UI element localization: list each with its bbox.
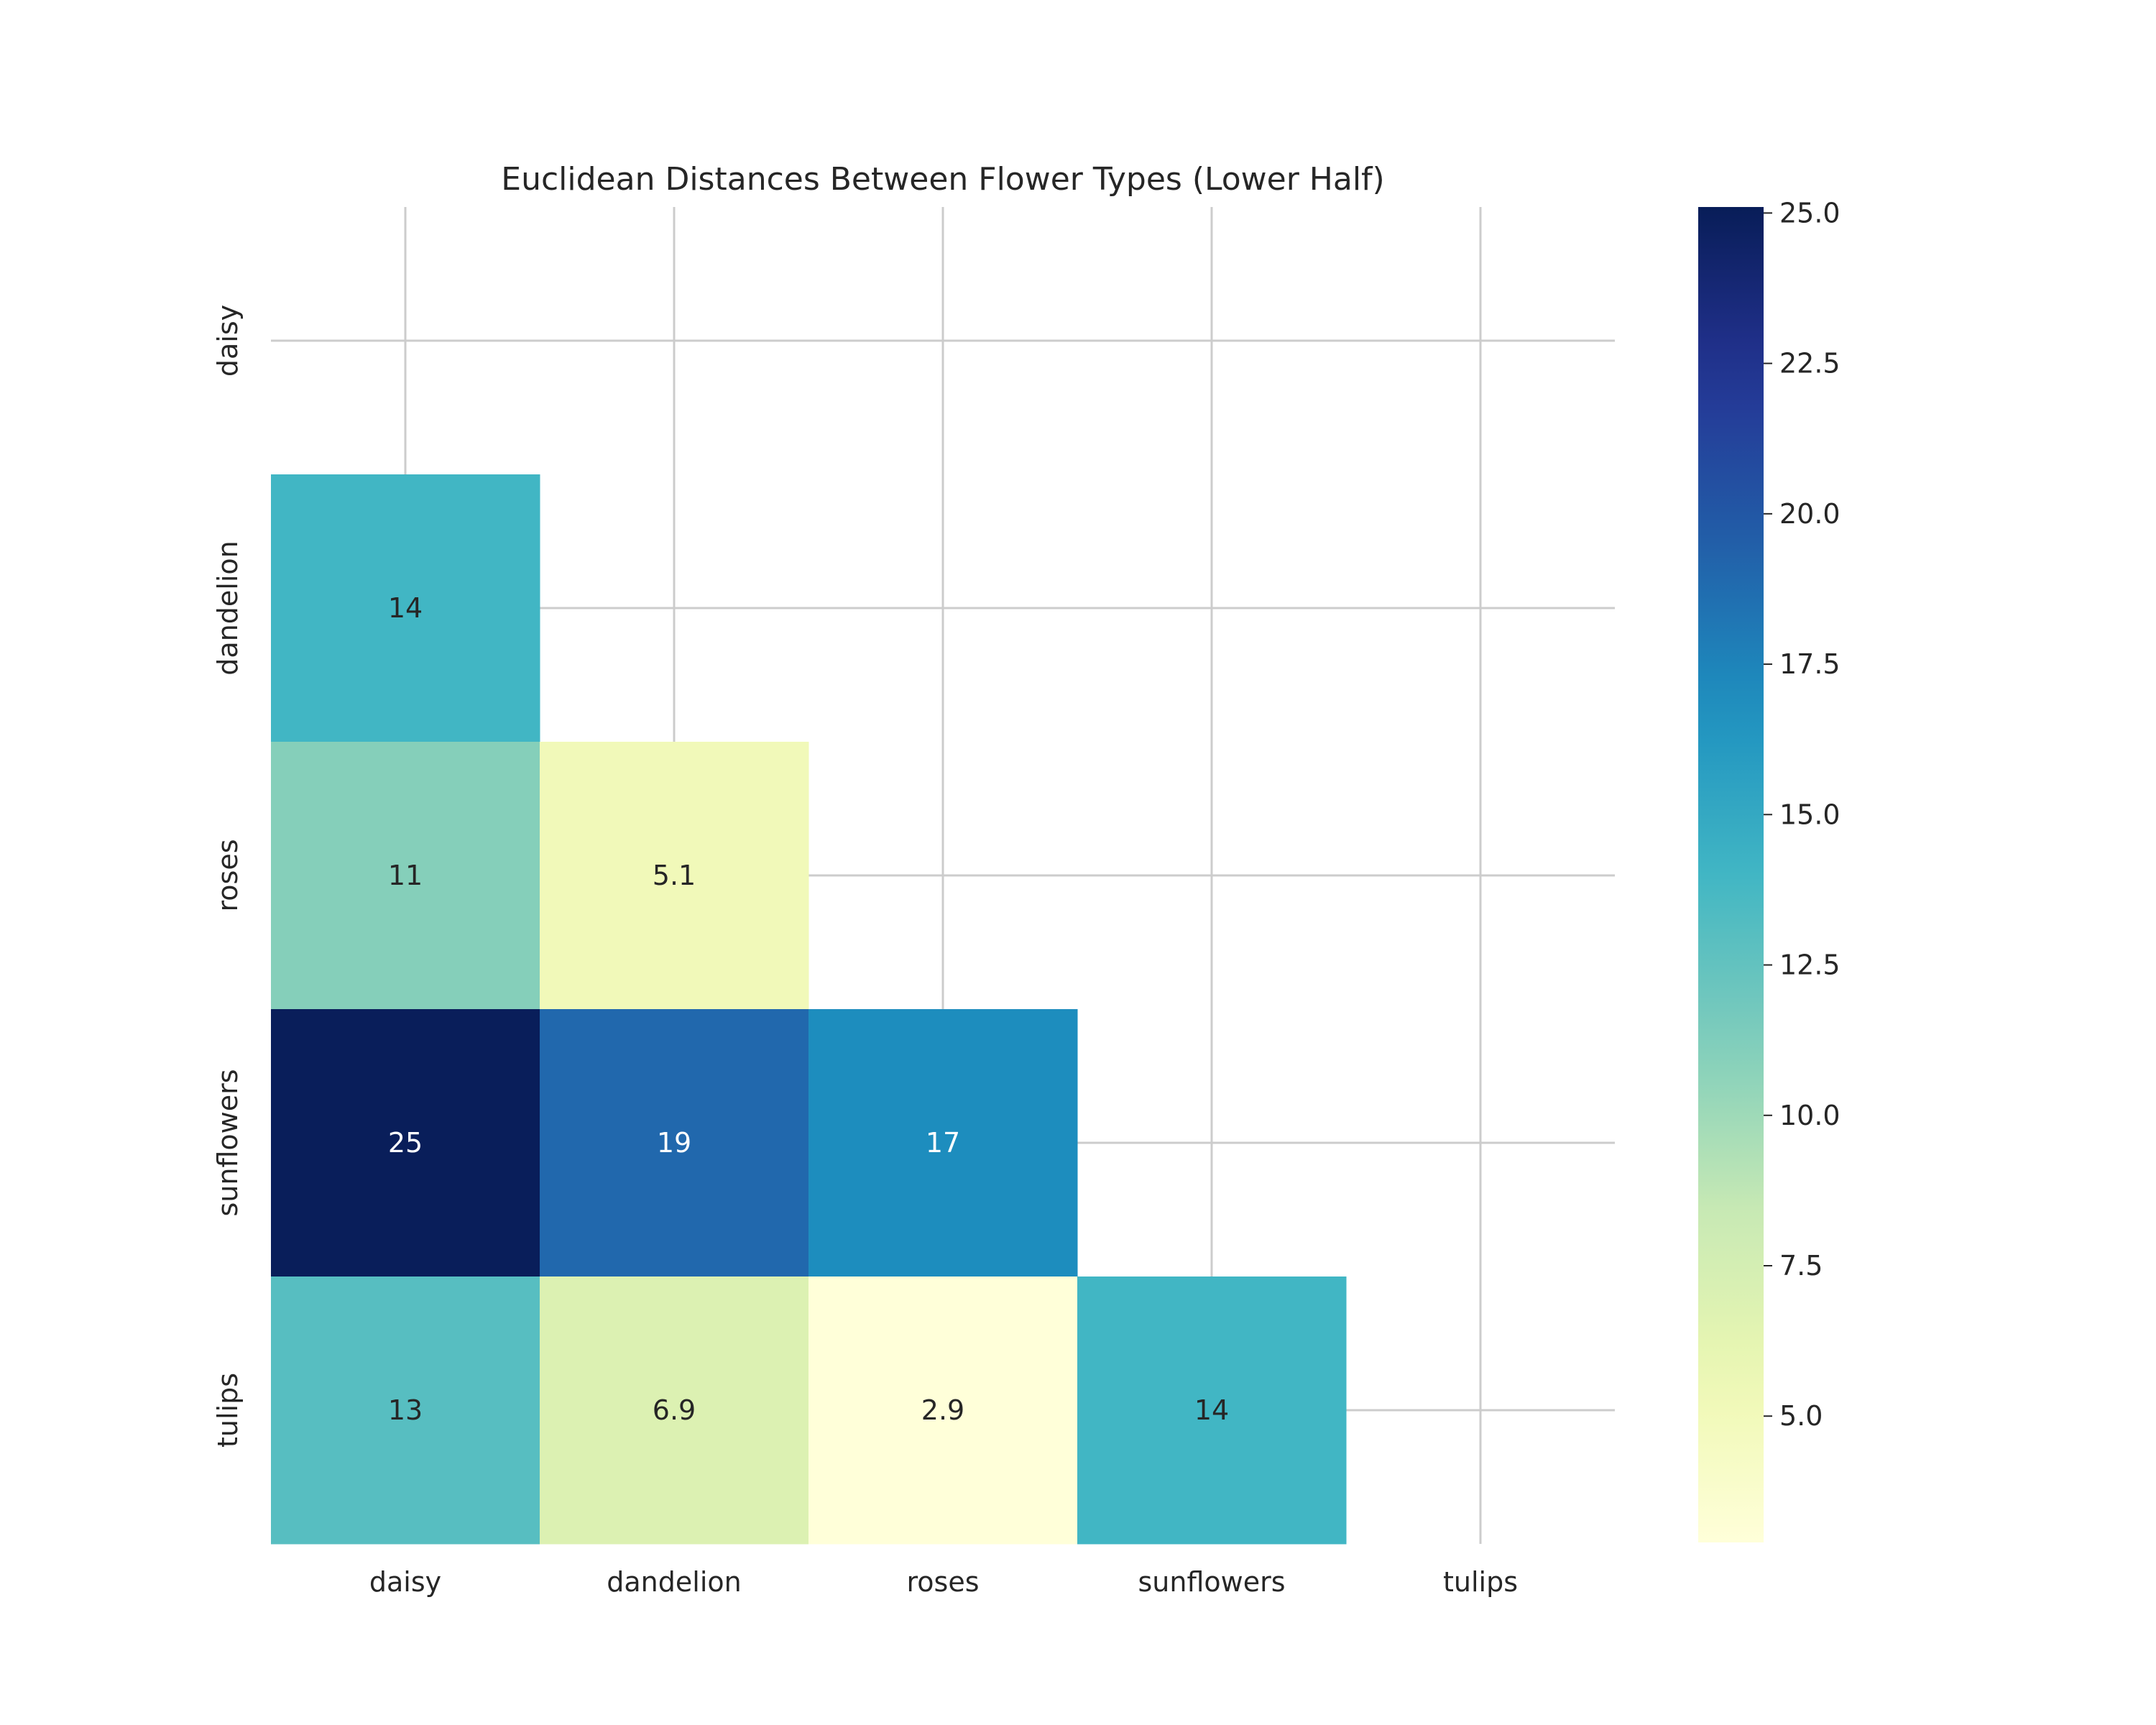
cell-value-label: 14: [1194, 1394, 1229, 1426]
cell-value-label: 2.9: [921, 1394, 964, 1426]
y-tick-label: dandelion: [212, 540, 244, 675]
colorbar-tick-label: 17.5: [1779, 648, 1841, 680]
colorbar-tick-label: 7.5: [1779, 1250, 1823, 1282]
heatmap-cell: [808, 1009, 1078, 1277]
colorbar-tick-label: 12.5: [1779, 949, 1841, 981]
heatmap-cell: [271, 1276, 540, 1545]
cell-value-label: 25: [388, 1127, 423, 1159]
x-tick-label: dandelion: [607, 1566, 741, 1598]
heatmap-cell: [808, 1276, 1078, 1545]
x-axis-ticks: daisy dandelion roses sunflowers tulips: [369, 1566, 1518, 1598]
cell-value-label: 19: [657, 1127, 691, 1159]
cell-value-label: 5.1: [653, 860, 696, 891]
cell-value-label: 14: [388, 592, 423, 624]
heatmap-cells: 14 11 5.1 25 19 17 13 6.9 2.9 14: [271, 474, 1347, 1545]
cell-value-label: 6.9: [653, 1394, 696, 1426]
y-tick-label: roses: [212, 839, 244, 911]
y-tick-label: daisy: [212, 305, 244, 377]
heatmap-cell: [540, 1009, 809, 1277]
heatmap-cell: [271, 742, 540, 1010]
colorbar: 5.0 7.5 10.0 12.5 15.0 17.5 20.0 22.5 25.0: [1698, 197, 1841, 1542]
cell-value-label: 17: [926, 1127, 960, 1159]
chart-title: Euclidean Distances Between Flower Types…: [501, 161, 1384, 198]
colorbar-tick-label: 15.0: [1779, 799, 1841, 830]
y-axis-ticks: daisy dandelion roses sunflowers tulips: [212, 305, 244, 1448]
colorbar-gradient: [1698, 207, 1764, 1542]
heatmap-cell: [271, 474, 540, 742]
x-tick-label: roses: [906, 1566, 979, 1598]
cell-value-label: 13: [388, 1394, 423, 1426]
heatmap-cell: [540, 1276, 809, 1545]
heatmap-cell: [271, 1009, 540, 1277]
colorbar-tick-label: 25.0: [1779, 197, 1841, 229]
colorbar-tick-label: 10.0: [1779, 1100, 1841, 1131]
colorbar-tick-label: 5.0: [1779, 1400, 1823, 1432]
y-tick-label: tulips: [212, 1373, 244, 1448]
heatmap-cell: [1077, 1276, 1347, 1545]
x-tick-label: daisy: [369, 1566, 441, 1598]
colorbar-tick-label: 22.5: [1779, 348, 1841, 380]
x-tick-label: sunflowers: [1138, 1566, 1285, 1598]
cell-value-label: 11: [388, 860, 423, 891]
y-tick-label: sunflowers: [212, 1069, 244, 1216]
x-tick-label: tulips: [1443, 1566, 1518, 1598]
heatmap-cell: [540, 742, 809, 1010]
colorbar-tick-label: 20.0: [1779, 498, 1841, 530]
